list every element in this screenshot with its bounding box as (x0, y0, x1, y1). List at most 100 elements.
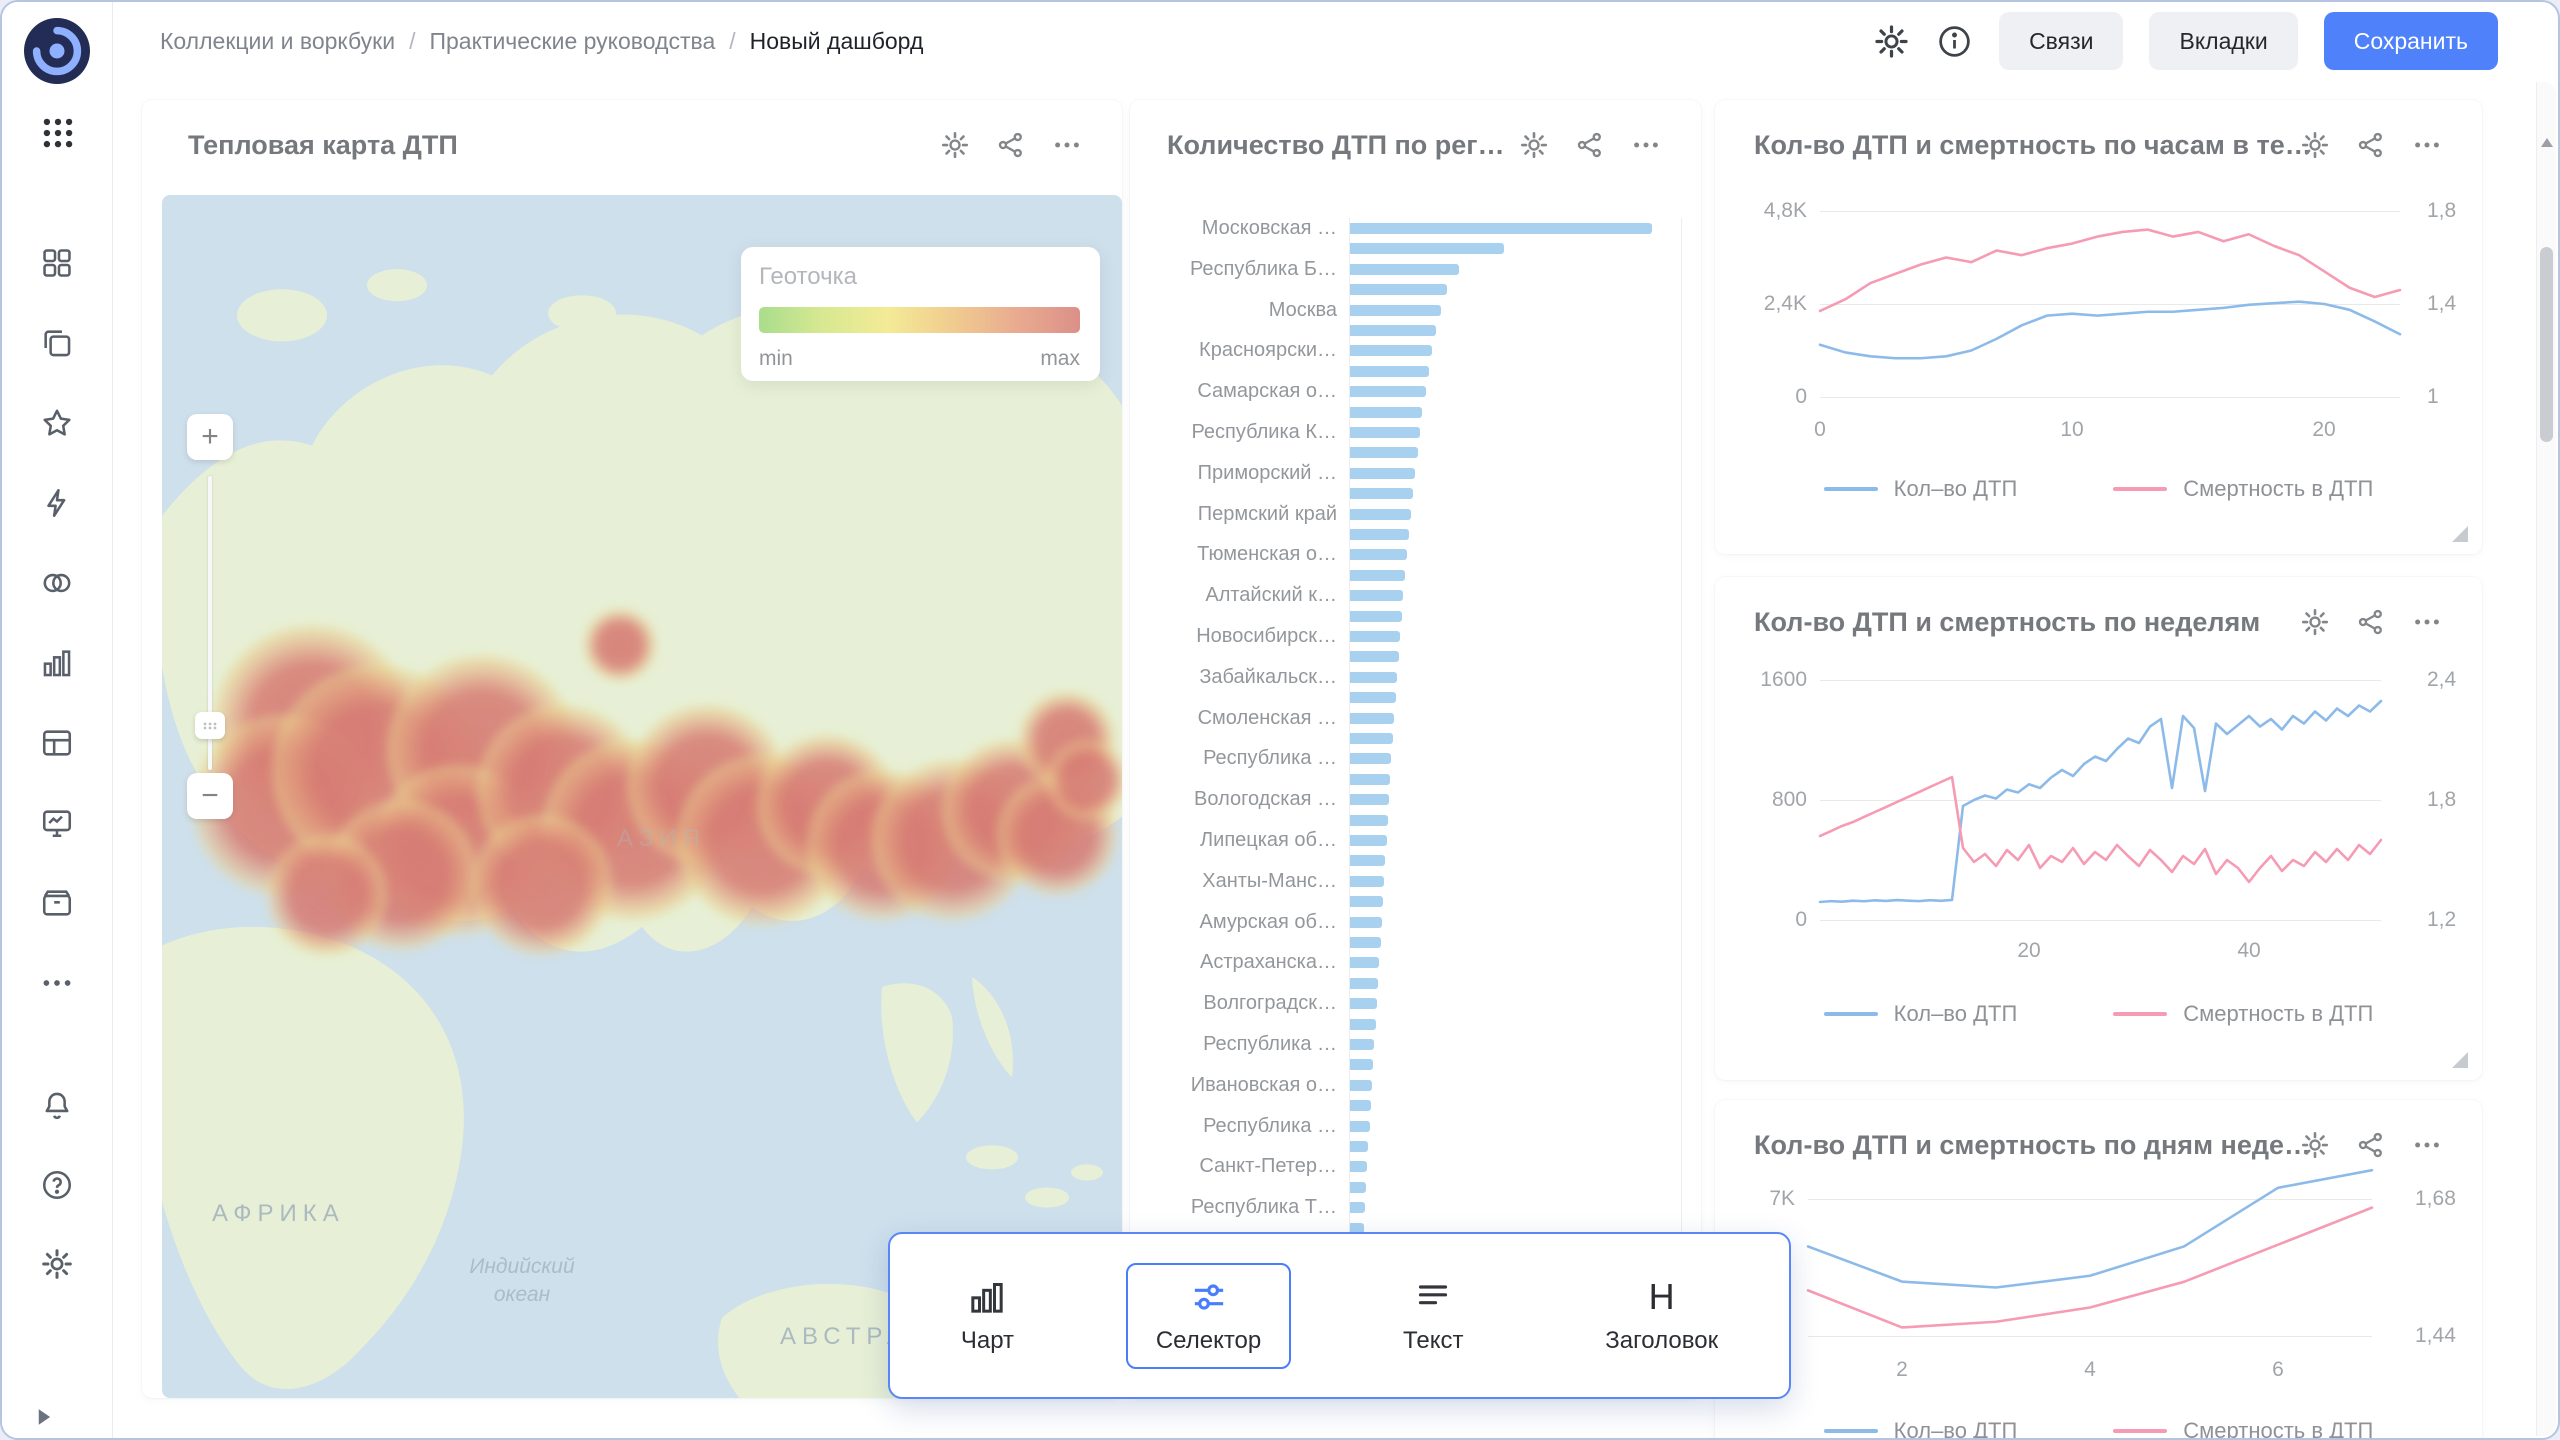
widget-menu-icon[interactable] (1631, 130, 1661, 160)
notifications-icon[interactable] (40, 1089, 74, 1123)
datasets-icon[interactable] (40, 566, 74, 600)
bar[interactable] (1350, 1141, 1369, 1152)
widget-settings-icon[interactable] (2300, 607, 2330, 637)
zoom-slider-track[interactable] (208, 476, 212, 770)
bar[interactable] (1350, 508, 1411, 520)
bar[interactable] (1350, 610, 1402, 622)
legend-item[interactable]: Кол–во ДТП (1823, 476, 2017, 502)
legend-item[interactable]: Смертность в ДТП (2113, 1001, 2373, 1027)
bar[interactable] (1350, 263, 1459, 275)
bar[interactable] (1350, 1120, 1370, 1132)
bar[interactable] (1350, 916, 1382, 928)
breadcrumb-guides[interactable]: Практические руководства (429, 27, 716, 54)
bar[interactable] (1350, 712, 1395, 724)
help-icon[interactable] (40, 1168, 74, 1202)
bar[interactable] (1350, 284, 1447, 296)
widget-settings-icon[interactable] (2300, 130, 2330, 160)
bar[interactable] (1350, 1039, 1375, 1050)
bar[interactable] (1350, 1018, 1376, 1030)
expand-sidebar-icon[interactable] (26, 1400, 60, 1434)
bar[interactable] (1350, 427, 1421, 438)
bar[interactable] (1350, 549, 1408, 561)
datalens-logo-icon[interactable] (21, 15, 93, 87)
widget-links-icon[interactable] (2356, 1130, 2386, 1160)
widget-settings-icon[interactable] (1519, 130, 1549, 160)
tabs-button[interactable]: Вкладки (2149, 12, 2298, 70)
widget-links-icon[interactable] (996, 130, 1026, 160)
bar[interactable] (1350, 529, 1409, 540)
legend-item[interactable]: Смертность в ДТП (2113, 476, 2373, 502)
bar[interactable] (1350, 243, 1505, 255)
monitoring-icon[interactable] (40, 806, 74, 840)
bar[interactable] (1350, 998, 1377, 1010)
widget-settings-icon[interactable] (2300, 1130, 2330, 1160)
widget-menu-icon[interactable] (2412, 607, 2442, 637)
plot-area[interactable] (1808, 1162, 2372, 1352)
page-scrollbar[interactable] (2536, 82, 2556, 1436)
bar[interactable] (1350, 835, 1387, 846)
bar[interactable] (1350, 325, 1437, 336)
bar[interactable] (1350, 223, 1652, 234)
legend-item[interactable]: Кол–во ДТП (1823, 1001, 2017, 1027)
widget-menu-icon[interactable] (1052, 130, 1082, 160)
widget-links-icon[interactable] (2356, 607, 2386, 637)
bar[interactable] (1350, 365, 1429, 377)
workbooks-icon[interactable] (40, 326, 74, 360)
bar[interactable] (1350, 1079, 1373, 1091)
bar[interactable] (1350, 345, 1432, 357)
zoom-out-button[interactable]: − (187, 773, 233, 819)
toolbar-item-title[interactable]: H Заголовок (1575, 1263, 1748, 1369)
services-icon[interactable] (40, 886, 74, 920)
bar[interactable] (1350, 651, 1399, 663)
widget-resize-handle[interactable] (2452, 526, 2468, 542)
zoom-slider-handle[interactable] (195, 712, 225, 739)
bar[interactable] (1350, 447, 1418, 459)
scrollbar-thumb[interactable] (2540, 247, 2553, 442)
charts-icon[interactable] (40, 646, 74, 680)
bar[interactable] (1350, 692, 1396, 704)
toolbar-item-chart[interactable]: Чарт (931, 1263, 1044, 1369)
settings-icon[interactable] (40, 1247, 74, 1281)
plot-area[interactable] (1820, 680, 2381, 921)
bar[interactable] (1350, 467, 1416, 479)
bar[interactable] (1350, 406, 1423, 418)
plot-area[interactable] (1820, 211, 2400, 398)
bar[interactable] (1350, 896, 1383, 908)
bar[interactable] (1350, 590, 1404, 602)
bar[interactable] (1350, 753, 1392, 765)
favorites-icon[interactable] (40, 406, 74, 440)
legend-item[interactable]: Смертность в ДТП (2113, 1418, 2373, 1438)
bar[interactable] (1350, 671, 1398, 683)
bar[interactable] (1350, 1161, 1368, 1173)
toolbar-item-text[interactable]: Текст (1373, 1263, 1493, 1369)
bar[interactable] (1350, 977, 1379, 989)
connections-icon[interactable] (40, 486, 74, 520)
bar[interactable] (1350, 1100, 1371, 1112)
links-button[interactable]: Связи (1999, 12, 2124, 70)
bar[interactable] (1350, 814, 1388, 826)
widget-menu-icon[interactable] (2412, 130, 2442, 160)
bar[interactable] (1350, 304, 1441, 316)
bar[interactable] (1350, 569, 1406, 581)
more-icon[interactable] (40, 966, 74, 1000)
widget-settings-icon[interactable] (940, 130, 970, 160)
save-button[interactable]: Сохранить (2323, 12, 2498, 70)
bar[interactable] (1350, 1059, 1374, 1071)
toolbar-item-selector[interactable]: Селектор (1125, 1262, 1292, 1369)
bar[interactable] (1350, 773, 1391, 785)
bar[interactable] (1350, 733, 1393, 744)
bar[interactable] (1350, 488, 1414, 500)
widget-menu-icon[interactable] (2412, 1130, 2442, 1160)
breadcrumb-collections[interactable]: Коллекции и воркбуки (160, 27, 396, 54)
bar[interactable] (1350, 855, 1386, 867)
bar[interactable] (1350, 386, 1426, 398)
info-icon[interactable] (1936, 23, 1973, 60)
scroll-up-icon[interactable] (2541, 138, 2553, 147)
bar[interactable] (1350, 631, 1401, 642)
apps-grid-icon[interactable] (39, 114, 77, 152)
bar[interactable] (1350, 794, 1389, 806)
legend-item[interactable]: Кол–во ДТП (1823, 1418, 2017, 1438)
bar[interactable] (1350, 937, 1381, 948)
widget-resize-handle[interactable] (2452, 1052, 2468, 1068)
collections-icon[interactable] (40, 246, 74, 280)
